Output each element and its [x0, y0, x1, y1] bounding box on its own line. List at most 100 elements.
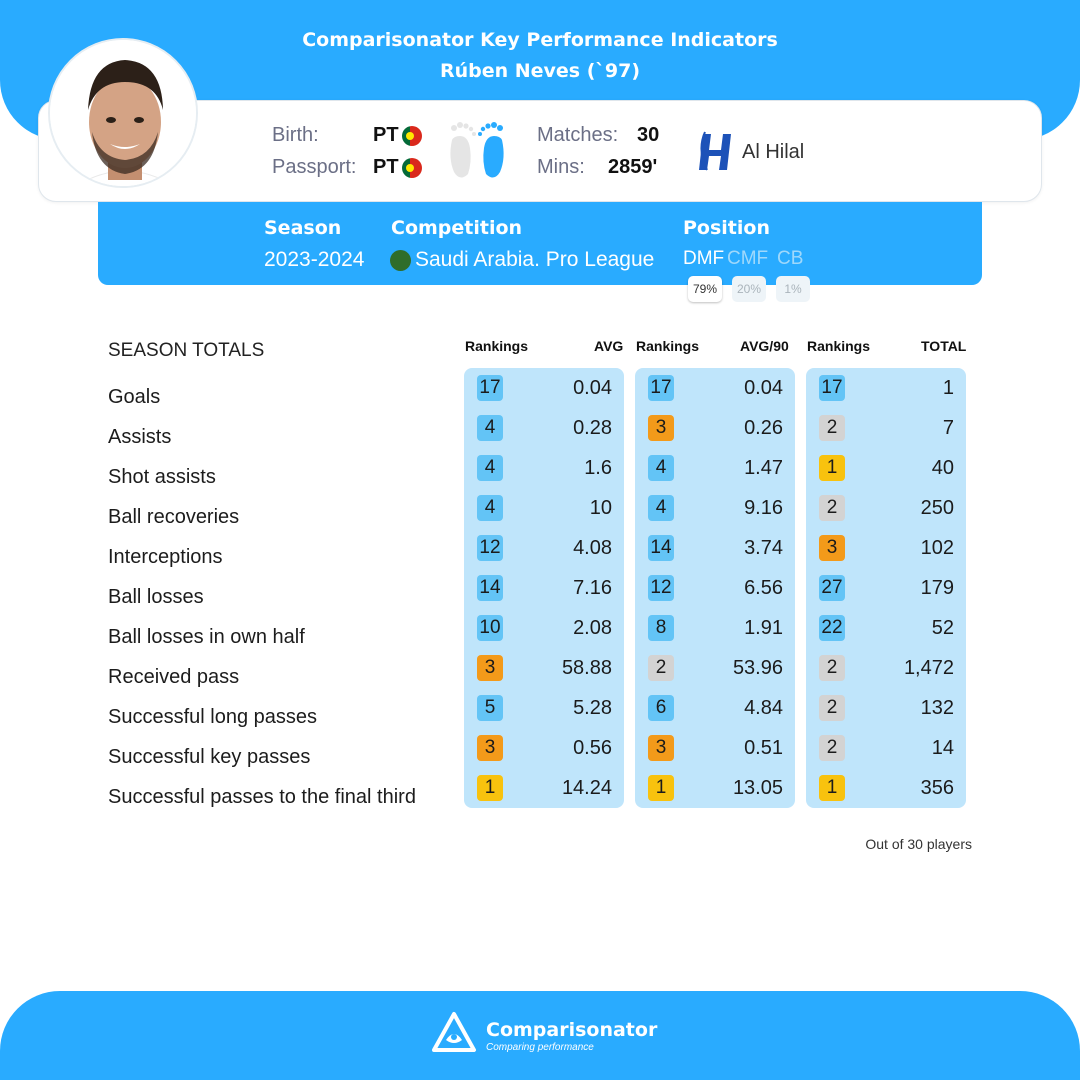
value-avg: 0.28 [573, 417, 612, 439]
portugal-flag-icon [402, 126, 422, 146]
rank-avg90-badge: 17 [648, 375, 674, 401]
mins-label: Mins: [537, 156, 585, 178]
rank-avg-badge: 4 [477, 455, 503, 481]
value-avg: 5.28 [573, 697, 612, 719]
value-avg: 0.56 [573, 737, 612, 759]
brand-tagline: Comparing performance [486, 1042, 594, 1053]
birth-label: Birth: [272, 124, 319, 146]
birth-value: PT [373, 124, 399, 146]
value-avg90: 0.26 [744, 417, 783, 439]
rank-total-badge: 2 [819, 695, 845, 721]
rank-total-badge: 2 [819, 415, 845, 441]
brand-name: Comparisonator [486, 1019, 658, 1041]
value-total: 52 [931, 617, 954, 639]
rank-avg-badge: 1 [477, 775, 503, 801]
position-secondary: CMF [727, 248, 769, 269]
mins-value: 2859' [608, 156, 658, 178]
row-label: Ball losses in own half [108, 626, 305, 648]
rank-avg90-badge: 1 [648, 775, 674, 801]
rank-avg-badge: 12 [477, 535, 503, 561]
value-avg90: 9.16 [744, 497, 783, 519]
matches-label: Matches: [537, 124, 619, 146]
value-avg: 10 [589, 497, 612, 519]
rank-total-badge: 2 [819, 495, 845, 521]
rank-total-badge: 2 [819, 735, 845, 761]
rank-avg90-badge: 4 [648, 455, 674, 481]
row-label: Interceptions [108, 546, 223, 568]
col-rankings-total: Rankings [807, 338, 871, 354]
rank-avg90-badge: 4 [648, 495, 674, 521]
value-total: 102 [920, 537, 954, 559]
competition-label: Competition [391, 217, 523, 239]
rank-total-badge: 1 [819, 455, 845, 481]
footer-band [0, 991, 1080, 1080]
position-primary: DMF [683, 248, 725, 269]
rank-avg90-badge: 14 [648, 535, 674, 561]
rank-avg90-badge: 3 [648, 735, 674, 761]
col-avg90: AVG/90 [740, 338, 789, 354]
position-tertiary: CB [777, 248, 804, 269]
row-label: Shot assists [108, 466, 216, 488]
rank-avg90-badge: 12 [648, 575, 674, 601]
season-value: 2023-2024 [264, 248, 365, 271]
position-pct-tertiary: 1% [776, 276, 810, 302]
rank-total-badge: 22 [819, 615, 845, 641]
rank-avg-badge: 3 [477, 655, 503, 681]
row-label: Goals [108, 386, 161, 408]
player-avatar [48, 38, 198, 188]
matches-value: 30 [637, 124, 660, 146]
value-avg90: 6.56 [744, 577, 783, 599]
rank-avg-badge: 4 [477, 415, 503, 441]
passport-value: PT [373, 156, 399, 178]
value-avg: 14.24 [561, 777, 612, 799]
row-label: Successful key passes [108, 746, 311, 768]
value-avg: 4.08 [573, 537, 612, 559]
rank-total-badge: 17 [819, 375, 845, 401]
value-total: 1 [942, 377, 954, 399]
league-logo-icon [390, 250, 411, 271]
rank-avg-badge: 5 [477, 695, 503, 721]
page-title: Comparisonator Key Performance Indicator… [302, 29, 778, 51]
value-total: 179 [920, 577, 954, 599]
rank-avg90-badge: 8 [648, 615, 674, 641]
rank-avg-badge: 17 [477, 375, 503, 401]
value-avg90: 1.91 [744, 617, 783, 639]
col-rankings-avg: Rankings [465, 338, 529, 354]
value-total: 250 [920, 497, 954, 519]
rank-total-badge: 1 [819, 775, 845, 801]
player-title: Rúben Neves (`97) [439, 60, 641, 82]
position-pct-primary: 79% [688, 276, 722, 302]
rank-avg-badge: 14 [477, 575, 503, 601]
passport-label: Passport: [272, 156, 357, 178]
value-avg90: 1.47 [744, 457, 783, 479]
season-banner [98, 202, 982, 285]
rank-avg90-badge: 6 [648, 695, 674, 721]
rank-avg-badge: 10 [477, 615, 503, 641]
preferred-foot-icon [444, 118, 510, 182]
club-name: Al Hilal [742, 141, 805, 163]
value-avg: 7.16 [573, 577, 612, 599]
comparisonator-logo-icon [430, 1010, 478, 1058]
col-avg: AVG [594, 338, 624, 354]
row-label: Assists [108, 426, 172, 448]
rank-avg-badge: 3 [477, 735, 503, 761]
value-avg90: 0.51 [744, 737, 783, 759]
rank-total-badge: 2 [819, 655, 845, 681]
value-total: 356 [920, 777, 954, 799]
footnote: Out of 30 players [865, 836, 972, 852]
portugal-flag-icon [402, 158, 422, 178]
row-label: Ball losses [108, 586, 204, 608]
value-total: 40 [931, 457, 954, 479]
player-card [38, 100, 1042, 202]
value-avg90: 4.84 [744, 697, 783, 719]
value-total: 7 [942, 417, 954, 439]
value-avg: 58.88 [561, 657, 612, 679]
col-rankings-avg90: Rankings [636, 338, 700, 354]
position-label: Position [683, 217, 770, 239]
value-avg: 2.08 [573, 617, 612, 639]
rank-avg-badge: 4 [477, 495, 503, 521]
season-totals-title: SEASON TOTALS [108, 340, 265, 361]
row-label: Ball recoveries [108, 506, 240, 528]
rank-avg90-badge: 3 [648, 415, 674, 441]
rank-total-badge: 3 [819, 535, 845, 561]
